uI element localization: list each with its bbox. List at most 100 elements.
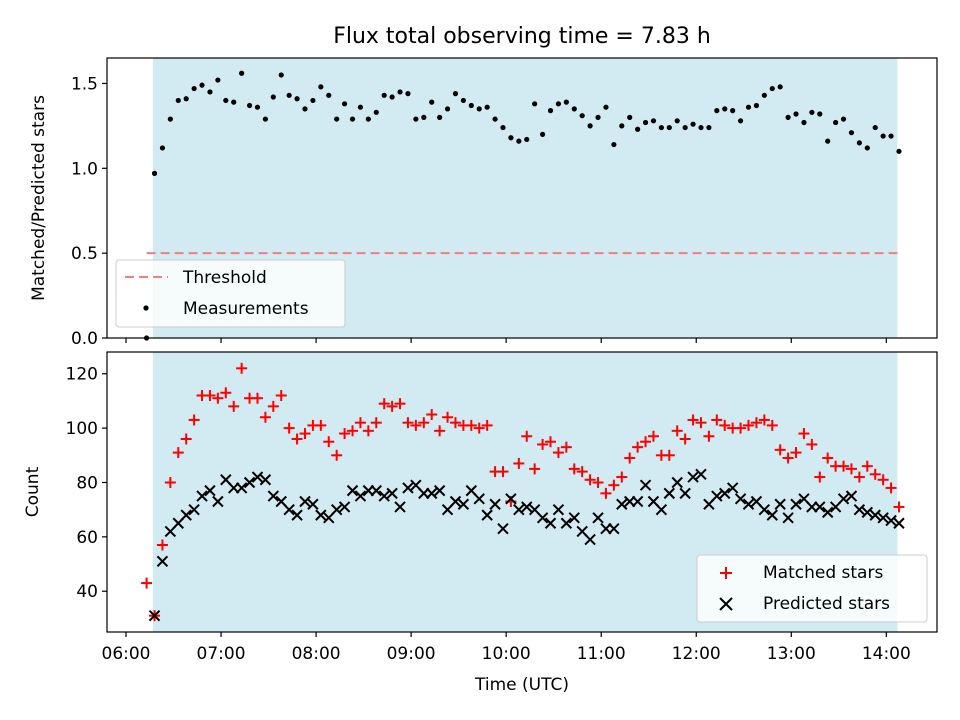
matched-star-point	[156, 539, 168, 551]
measurement-point	[714, 108, 720, 114]
matched-star-point	[576, 466, 588, 478]
predicted-star-point	[378, 490, 390, 502]
predicted-star-point	[497, 522, 509, 535]
predicted-star-point	[489, 498, 501, 510]
matched-star-point	[893, 501, 905, 513]
measurement-point	[650, 118, 657, 124]
predicted-star-point	[726, 482, 739, 494]
matched-star-point	[869, 468, 881, 480]
matched-star-point	[679, 433, 691, 445]
measurement-point	[484, 104, 490, 110]
measurement-point	[674, 118, 680, 124]
top-legend: Threshold Measurements	[115, 259, 346, 328]
matched-star-point	[687, 414, 699, 426]
predicted-star-point	[663, 487, 676, 500]
measurement-point	[848, 130, 855, 136]
matched-star-point	[180, 433, 192, 445]
predicted-star-point	[394, 501, 406, 513]
predicted-star-point	[513, 503, 525, 516]
matched-star-point	[481, 419, 493, 431]
measurement-point	[460, 97, 466, 104]
matched-star-point	[172, 447, 184, 459]
predicted-star-point	[608, 522, 620, 535]
matched-star-point	[299, 428, 311, 440]
top-y-tick-label: 0.5	[71, 244, 98, 264]
measurement-point	[539, 131, 546, 137]
predicted-star-point	[719, 487, 731, 500]
measurement-point	[563, 99, 569, 105]
measurement-point	[753, 102, 760, 109]
measurement-point	[833, 119, 839, 126]
measurement-point	[658, 124, 664, 131]
predicted-star-point	[552, 503, 565, 516]
matched-star-point	[275, 389, 287, 401]
measurement-point	[318, 84, 324, 90]
matched-star-point	[600, 487, 612, 499]
predicted-star-point	[338, 501, 351, 513]
matched-star-point	[711, 414, 723, 426]
x-tick-label: 12:00	[672, 644, 721, 664]
measurement-point	[595, 114, 601, 120]
predicted-star-point	[790, 498, 802, 510]
measurement-point	[579, 113, 585, 119]
predicted-star-point	[544, 517, 557, 529]
measurement-point	[524, 136, 530, 143]
matched-star-point	[663, 449, 675, 461]
matched-star-point	[267, 400, 279, 412]
measurement-point	[500, 124, 506, 131]
measurement-point	[278, 72, 284, 78]
measurement-point	[627, 114, 633, 120]
predicted-star-point	[251, 471, 264, 483]
measurement-point	[254, 104, 261, 110]
measurement-point	[334, 116, 340, 122]
top-panel: 0.0 0.5 1.0 1.5 Matched/Predicted stars Thr…	[29, 57, 938, 349]
measurement-point	[286, 92, 292, 98]
matched-star-point	[766, 419, 778, 431]
matched-star-point	[331, 449, 343, 461]
matched-star-point	[529, 463, 541, 475]
matched-star-point	[410, 419, 422, 431]
matched-star-point	[545, 436, 557, 448]
matched-star-point	[164, 476, 176, 488]
bottom-y-tick-label: 60	[76, 528, 98, 548]
predicted-star-point	[766, 509, 778, 521]
bottom-legend: Matched stars Predicted stars	[696, 554, 928, 623]
predicted-star-point	[235, 482, 248, 494]
measurement-point	[357, 104, 364, 110]
matched-star-point	[449, 417, 461, 429]
measurement-point	[159, 145, 166, 151]
matched-star-point	[212, 392, 224, 404]
measurement-point	[199, 82, 205, 88]
top-y-axis-ticks: 0.0 0.5 1.0 1.5	[71, 74, 107, 349]
predicted-star-point	[283, 503, 295, 516]
x-tick-label: 13:00	[767, 644, 816, 664]
bottom-y-axis-label: Count	[23, 466, 43, 517]
predicted-star-point	[568, 512, 580, 524]
matched-star-point	[220, 387, 232, 399]
measurement-point	[761, 92, 767, 98]
measurement-point	[840, 116, 847, 122]
matched-star-point	[822, 452, 834, 464]
measurement-point	[231, 99, 237, 105]
matched-star-point	[560, 441, 572, 453]
measurement-point	[468, 102, 474, 109]
predicted-star-point	[695, 468, 707, 481]
top-y-tick-label: 1.0	[71, 159, 98, 179]
matched-star-point	[228, 400, 240, 412]
predicted-star-point	[869, 509, 881, 521]
measurement-point	[825, 138, 831, 144]
matched-star-point	[647, 430, 659, 442]
measurement-point	[207, 89, 213, 95]
measurement-point	[421, 114, 427, 120]
matched-star-point	[838, 460, 850, 472]
matched-star-point	[798, 428, 810, 440]
measurement-point	[872, 124, 878, 131]
measurement-point	[555, 101, 562, 107]
matched-star-point	[640, 436, 652, 448]
matched-star-point	[347, 425, 359, 437]
measurement-point	[785, 114, 791, 120]
matched-star-point	[434, 425, 446, 437]
predicted-star-point	[473, 493, 485, 505]
predicted-star-point	[291, 509, 303, 521]
matched-star-point	[861, 460, 873, 472]
